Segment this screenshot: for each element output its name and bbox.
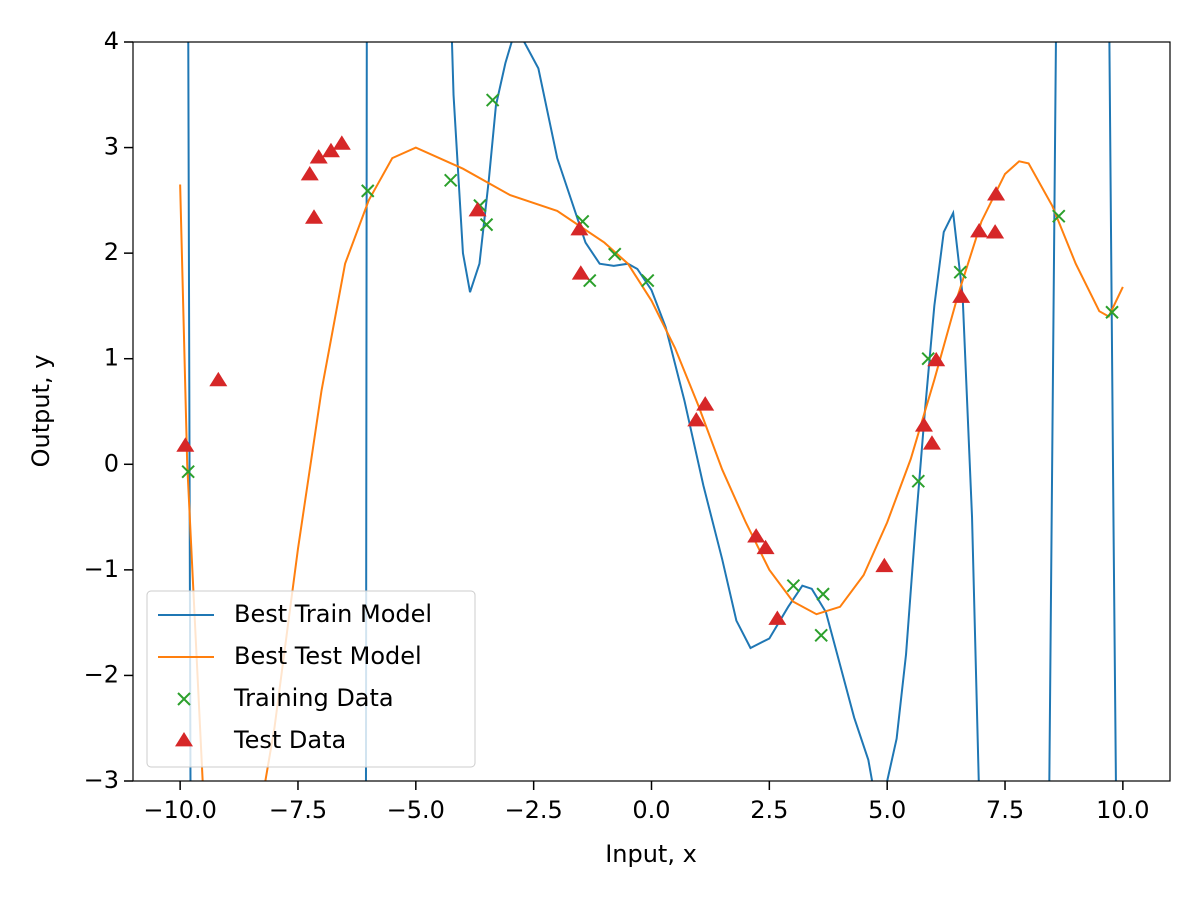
training-point bbox=[641, 273, 655, 288]
y-tick-label: 3 bbox=[104, 133, 119, 161]
test-point bbox=[922, 435, 941, 450]
y-tick-label: 1 bbox=[104, 344, 119, 372]
line-series bbox=[179, 146, 1124, 781]
test-point bbox=[321, 142, 340, 158]
plot-area bbox=[176, 42, 1124, 781]
test-point bbox=[687, 412, 706, 427]
legend-swatch bbox=[177, 692, 191, 706]
test-point bbox=[176, 437, 195, 452]
x-tick-label: −10.0 bbox=[143, 796, 217, 824]
x-axis-title: Input, x bbox=[605, 840, 697, 868]
x-tick-label: −5.0 bbox=[387, 796, 445, 824]
training-point bbox=[816, 587, 830, 601]
test-point bbox=[305, 209, 324, 224]
y-tick-label: 0 bbox=[104, 449, 119, 477]
x-tick-label: 2.5 bbox=[750, 796, 788, 824]
test-point bbox=[970, 223, 989, 238]
training-point bbox=[1052, 209, 1066, 223]
y-tick-label: 2 bbox=[104, 238, 119, 266]
line-series bbox=[187, 42, 1117, 781]
training-point bbox=[361, 184, 375, 198]
test-point bbox=[914, 417, 933, 432]
test-point bbox=[468, 201, 487, 217]
legend-label: Best Test Model bbox=[234, 642, 422, 670]
test-point bbox=[332, 135, 351, 150]
test-point bbox=[309, 149, 328, 164]
training-point bbox=[1105, 305, 1119, 319]
test-point bbox=[570, 220, 589, 236]
x-tick-label: −2.5 bbox=[505, 796, 563, 824]
legend-label: Training Data bbox=[233, 684, 394, 712]
y-axis-title: Output, y bbox=[27, 355, 55, 468]
test-point bbox=[952, 288, 971, 303]
test-point bbox=[571, 265, 590, 280]
y-tick-label: 4 bbox=[104, 27, 119, 55]
legend-label: Best Train Model bbox=[234, 600, 432, 628]
training-point bbox=[443, 173, 458, 188]
test-point bbox=[927, 351, 946, 367]
test-point bbox=[986, 224, 1005, 239]
test-point bbox=[875, 557, 894, 573]
x-tick-label: 7.5 bbox=[986, 796, 1024, 824]
legend-label: Test Data bbox=[233, 726, 346, 754]
legend-swatch bbox=[175, 732, 193, 747]
legend-box bbox=[146, 590, 476, 768]
x-tick-label: 0.0 bbox=[632, 796, 670, 824]
training-point bbox=[911, 474, 925, 488]
test-point bbox=[300, 166, 319, 181]
training-point bbox=[953, 265, 967, 279]
y-tick-label: −1 bbox=[84, 555, 119, 583]
x-tick-label: −7.5 bbox=[269, 796, 327, 824]
test-point bbox=[768, 610, 787, 625]
training-point bbox=[485, 93, 500, 107]
x-tick-label: 10.0 bbox=[1096, 796, 1149, 824]
training-point bbox=[479, 217, 494, 232]
test-point bbox=[696, 396, 715, 411]
training-point bbox=[786, 578, 801, 593]
test-point bbox=[987, 186, 1006, 201]
y-tick-label: −3 bbox=[84, 766, 119, 794]
y-tick-label: −2 bbox=[84, 660, 119, 688]
x-tick-label: 5.0 bbox=[868, 796, 906, 824]
training-point bbox=[814, 628, 828, 643]
training-point bbox=[608, 247, 622, 261]
training-point bbox=[181, 464, 195, 479]
test-point bbox=[209, 371, 228, 387]
test-point bbox=[756, 539, 775, 555]
test-point bbox=[747, 528, 766, 543]
